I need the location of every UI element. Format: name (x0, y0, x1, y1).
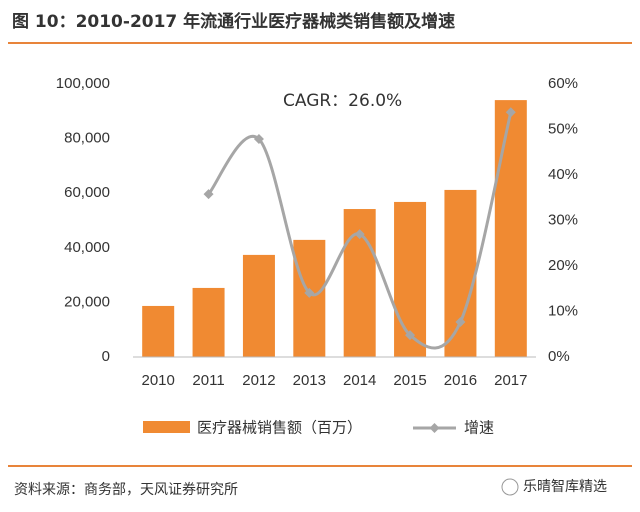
x-tick-label: 2012 (242, 372, 275, 389)
bar (494, 100, 527, 358)
legend-label: 增速 (464, 419, 494, 437)
y2-tick-label: 50% (548, 120, 578, 137)
y2-tick-label: 10% (548, 302, 578, 319)
chart-title: 图 10：2010-2017 年流通行业医疗器械类销售额及增速 (12, 11, 455, 32)
y-tick-label: 60,000 (64, 184, 110, 201)
bar (142, 305, 175, 357)
line-marker (455, 316, 466, 327)
bar (293, 239, 326, 357)
x-tick-label: 2014 (343, 372, 376, 389)
line-marker (304, 287, 315, 298)
x-tick-label: 2010 (142, 372, 175, 389)
line-marker (354, 229, 365, 240)
bar (444, 189, 477, 357)
x-tick-label: 2011 (192, 372, 224, 389)
line-marker (405, 330, 416, 341)
annotation: CAGR：26.0% (283, 91, 402, 111)
legend-label: 医疗器械销售额（百万） (197, 419, 362, 437)
watermark: 乐晴智库精选 (523, 479, 607, 495)
x-tick-label: 2013 (293, 372, 326, 389)
line-marker (253, 134, 264, 145)
x-tick-label: 2017 (494, 372, 527, 389)
x-tick-label: 2015 (393, 372, 426, 389)
y-tick-label: 40,000 (64, 239, 110, 256)
y2-tick-label: 60% (548, 75, 578, 92)
source: 资料来源：商务部，天风证券研究所 (14, 482, 238, 498)
y2-tick-label: 0% (548, 348, 570, 365)
legend-marker (429, 423, 440, 433)
y-tick-label: 0 (102, 348, 110, 365)
bar (192, 287, 225, 357)
x-tick-label: 2016 (444, 372, 477, 389)
bar (242, 254, 275, 357)
y-tick-label: 100,000 (56, 75, 110, 92)
y-tick-label: 20,000 (64, 293, 110, 310)
legend-swatch (143, 421, 190, 433)
y2-tick-label: 20% (548, 257, 578, 274)
y2-tick-label: 30% (548, 211, 578, 228)
y2-tick-label: 40% (548, 166, 578, 183)
y-tick-label: 80,000 (64, 130, 110, 147)
watermark-icon (501, 478, 519, 496)
line-marker (505, 107, 516, 118)
line-marker (203, 189, 214, 200)
